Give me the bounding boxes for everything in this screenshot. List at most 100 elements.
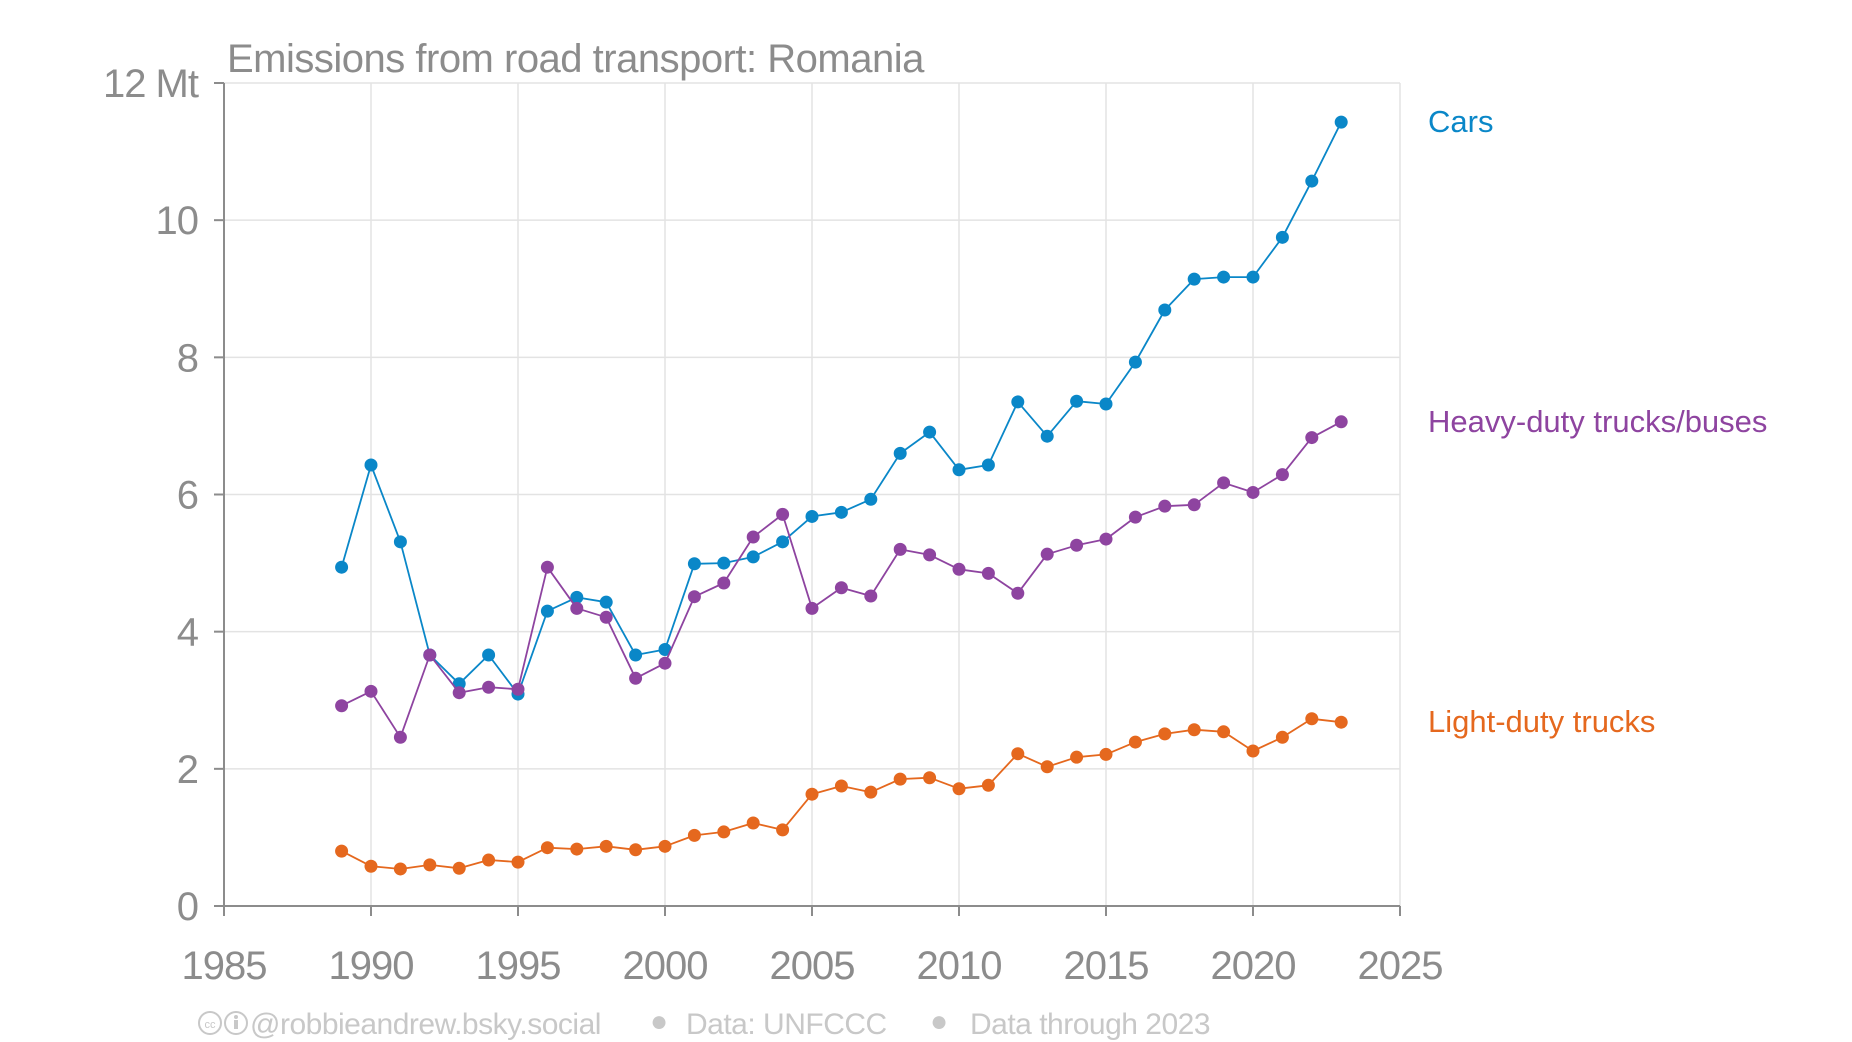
data-point-light-duty-trucks xyxy=(746,816,760,830)
data-point-cars xyxy=(1334,115,1348,129)
footer-author: @robbieandrew.bsky.social xyxy=(250,1008,601,1041)
series-line-cars xyxy=(340,121,1343,695)
x-tick-label: 2015 xyxy=(1064,944,1149,988)
footer-separator-2: ● xyxy=(930,1005,948,1038)
y-tick-label: 8 xyxy=(177,336,198,380)
footer-credits: cc @robbieandrew.bsky.social ● Data: UNF… xyxy=(198,1005,1211,1041)
data-point-heavy-duty-trucks-buses xyxy=(1070,538,1084,552)
data-point-light-duty-trucks xyxy=(629,843,643,857)
data-point-light-duty-trucks xyxy=(687,828,701,842)
data-point-heavy-duty-trucks-buses xyxy=(364,684,378,698)
data-point-cars xyxy=(1158,303,1172,317)
series-heavy-duty-trucks-buses xyxy=(335,415,1348,744)
data-point-light-duty-trucks xyxy=(335,844,349,858)
y-tick-label: 10 xyxy=(156,199,199,243)
series-label-heavy-duty-trucks-buses: Heavy-duty trucks/buses xyxy=(1428,404,1767,439)
data-point-light-duty-trucks xyxy=(1070,750,1084,764)
data-point-heavy-duty-trucks-buses xyxy=(482,680,496,694)
y-tick-label: 12 Mt xyxy=(103,62,199,106)
data-point-heavy-duty-trucks-buses xyxy=(1187,498,1201,512)
y-tick-label: 2 xyxy=(177,748,198,792)
data-point-light-duty-trucks xyxy=(952,782,966,796)
data-point-cars xyxy=(1246,270,1260,284)
data-point-heavy-duty-trucks-buses xyxy=(687,590,701,604)
data-point-light-duty-trucks xyxy=(1217,725,1231,739)
series-line-light-duty-trucks xyxy=(341,717,1342,870)
data-point-light-duty-trucks xyxy=(1305,712,1319,726)
footer-coverage: Data through 2023 xyxy=(970,1008,1210,1041)
x-tick-label: 2000 xyxy=(623,944,708,988)
data-point-heavy-duty-trucks-buses xyxy=(335,699,349,713)
data-point-heavy-duty-trucks-buses xyxy=(1128,510,1142,524)
data-point-heavy-duty-trucks-buses xyxy=(746,530,760,544)
x-tick-label: 2020 xyxy=(1211,944,1296,988)
data-point-cars xyxy=(893,446,907,460)
gridlines xyxy=(224,82,1401,906)
data-point-cars xyxy=(364,458,378,472)
data-point-cars xyxy=(746,550,760,564)
data-point-light-duty-trucks xyxy=(776,823,790,837)
data-point-heavy-duty-trucks-buses xyxy=(599,610,613,624)
data-point-heavy-duty-trucks-buses xyxy=(393,730,407,744)
data-point-heavy-duty-trucks-buses xyxy=(540,560,554,574)
data-point-heavy-duty-trucks-buses xyxy=(1011,586,1025,600)
footer-separator-1: ● xyxy=(650,1005,668,1038)
series-cars xyxy=(335,115,1348,701)
data-point-heavy-duty-trucks-buses xyxy=(1099,532,1113,546)
data-point-cars xyxy=(805,509,819,523)
data-point-heavy-duty-trucks-buses xyxy=(1217,476,1231,490)
svg-text:cc: cc xyxy=(205,1019,217,1031)
data-point-cars xyxy=(776,535,790,549)
data-point-cars xyxy=(1187,272,1201,286)
x-tick-label: 1990 xyxy=(329,944,414,988)
data-point-heavy-duty-trucks-buses xyxy=(1334,415,1348,429)
data-point-heavy-duty-trucks-buses xyxy=(776,507,790,521)
data-point-light-duty-trucks xyxy=(570,842,584,856)
attribution-icon xyxy=(224,1011,248,1035)
data-point-heavy-duty-trucks-buses xyxy=(805,601,819,615)
data-point-cars xyxy=(1070,394,1084,408)
data-point-cars xyxy=(1040,429,1054,443)
data-point-light-duty-trucks xyxy=(864,785,878,799)
data-point-light-duty-trucks xyxy=(1334,715,1348,729)
data-point-cars xyxy=(540,604,554,618)
data-point-heavy-duty-trucks-buses xyxy=(1040,547,1054,561)
data-point-light-duty-trucks xyxy=(1275,730,1289,744)
data-point-heavy-duty-trucks-buses xyxy=(423,648,437,662)
data-point-cars xyxy=(864,492,878,506)
y-tick-label: 0 xyxy=(177,885,198,929)
data-point-cars xyxy=(570,590,584,604)
series-light-duty-trucks xyxy=(335,712,1348,876)
data-point-cars xyxy=(1128,355,1142,369)
data-point-heavy-duty-trucks-buses xyxy=(864,589,878,603)
data-point-light-duty-trucks xyxy=(981,778,995,792)
data-point-heavy-duty-trucks-buses xyxy=(893,542,907,556)
x-tick-label: 1985 xyxy=(182,944,267,988)
data-point-light-duty-trucks xyxy=(423,858,437,872)
data-point-light-duty-trucks xyxy=(482,853,496,867)
data-point-light-duty-trucks xyxy=(1099,747,1113,761)
data-point-light-duty-trucks xyxy=(1158,727,1172,741)
data-point-heavy-duty-trucks-buses xyxy=(923,548,937,562)
data-point-cars xyxy=(923,425,937,439)
data-point-light-duty-trucks xyxy=(923,771,937,785)
data-point-cars xyxy=(452,677,466,691)
series-label-cars: Cars xyxy=(1428,104,1493,139)
data-point-heavy-duty-trucks-buses xyxy=(1246,485,1260,499)
x-tick-label: 2010 xyxy=(917,944,1002,988)
x-tick-label: 2005 xyxy=(770,944,855,988)
series-labels: Cars Heavy-duty trucks/buses Light-duty tr… xyxy=(1428,104,1767,739)
data-point-cars xyxy=(599,595,613,609)
data-point-light-duty-trucks xyxy=(805,787,819,801)
data-point-cars xyxy=(687,557,701,571)
data-point-heavy-duty-trucks-buses xyxy=(1275,468,1289,482)
data-point-heavy-duty-trucks-buses xyxy=(981,566,995,580)
data-point-heavy-duty-trucks-buses xyxy=(1305,431,1319,445)
data-point-cars xyxy=(717,556,731,570)
cc-license-icon: cc xyxy=(198,1011,222,1035)
axes: 0 2 4 6 8 10 12 Mt 1985 1990 1995 2000 2005 2010 2015… xyxy=(103,62,1444,988)
data-point-cars xyxy=(482,648,496,662)
data-point-light-duty-trucks xyxy=(658,839,672,853)
data-point-light-duty-trucks xyxy=(540,841,554,855)
